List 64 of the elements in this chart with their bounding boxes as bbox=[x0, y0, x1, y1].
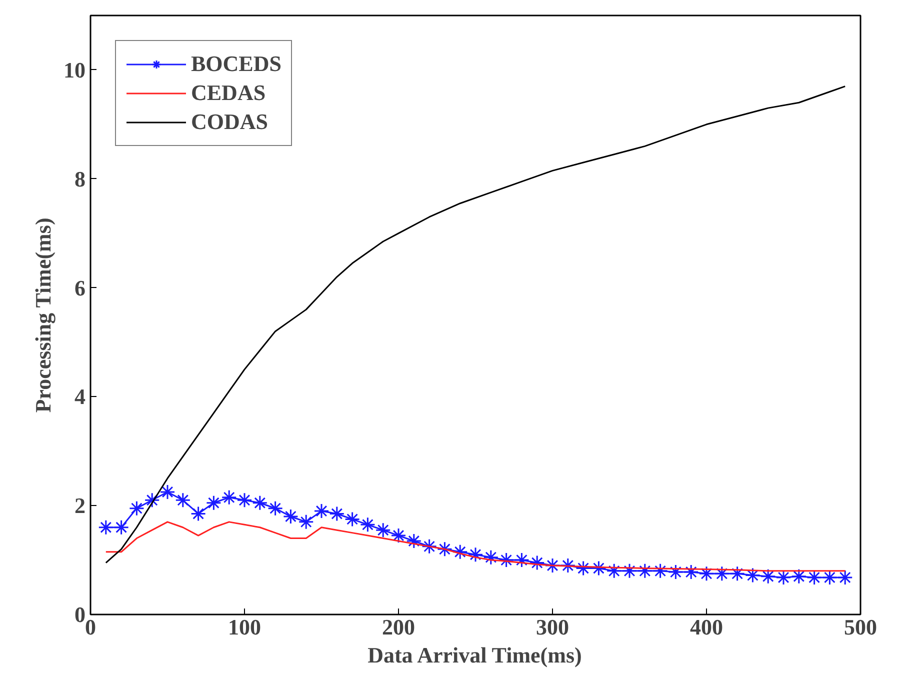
line-series bbox=[105, 521, 846, 572]
point bbox=[544, 558, 560, 574]
point bbox=[483, 550, 499, 566]
legend-label: BOCEDS bbox=[191, 51, 282, 77]
point bbox=[175, 492, 191, 508]
y-tick-label: 4 bbox=[74, 384, 86, 410]
point bbox=[268, 500, 284, 516]
x-tick-label: 500 bbox=[844, 614, 877, 640]
x-tick-label: 100 bbox=[228, 614, 261, 640]
point bbox=[436, 541, 452, 557]
legend-label: CEDAS bbox=[191, 80, 266, 106]
x-axis-title: Data Arrival Time(ms) bbox=[368, 642, 582, 668]
point bbox=[468, 546, 484, 562]
point bbox=[190, 506, 206, 522]
point bbox=[282, 508, 298, 524]
point bbox=[822, 570, 838, 586]
point bbox=[514, 552, 530, 568]
y-axis-title: Processing Time(ms) bbox=[30, 218, 56, 413]
point bbox=[360, 516, 376, 532]
point bbox=[622, 563, 638, 579]
point bbox=[314, 503, 330, 519]
point bbox=[730, 566, 746, 582]
point bbox=[144, 492, 160, 508]
point bbox=[98, 520, 114, 536]
point bbox=[744, 568, 760, 584]
point bbox=[390, 528, 406, 544]
point bbox=[206, 495, 222, 511]
point bbox=[683, 564, 699, 580]
line-series bbox=[105, 86, 846, 564]
point bbox=[422, 538, 438, 554]
point bbox=[698, 566, 714, 582]
legend-label: CODAS bbox=[191, 109, 268, 135]
x-tick-label: 300 bbox=[536, 614, 569, 640]
y-tick-label: 6 bbox=[74, 275, 86, 300]
y-tick-label: 10 bbox=[64, 57, 86, 82]
point bbox=[160, 484, 176, 500]
point bbox=[375, 522, 391, 538]
point bbox=[837, 570, 853, 586]
point bbox=[128, 500, 144, 516]
point bbox=[236, 492, 252, 508]
point bbox=[298, 514, 314, 530]
y-tick-label: 8 bbox=[74, 166, 86, 192]
point bbox=[252, 495, 268, 511]
point bbox=[606, 563, 622, 579]
point bbox=[791, 568, 807, 584]
point bbox=[652, 563, 668, 579]
x-tick-label: 400 bbox=[690, 614, 723, 640]
y-tick-label: 2 bbox=[74, 493, 86, 518]
point bbox=[776, 570, 792, 586]
x-tick-label: 200 bbox=[382, 614, 415, 640]
point bbox=[637, 563, 653, 579]
point bbox=[344, 511, 360, 527]
point bbox=[114, 520, 130, 536]
point bbox=[560, 558, 576, 574]
point bbox=[529, 555, 545, 571]
point bbox=[714, 566, 730, 582]
point bbox=[329, 506, 345, 522]
point bbox=[406, 533, 422, 549]
point bbox=[221, 490, 237, 506]
point bbox=[806, 570, 822, 586]
point bbox=[452, 544, 468, 560]
point bbox=[498, 552, 514, 568]
point bbox=[668, 564, 684, 580]
point bbox=[760, 568, 776, 584]
